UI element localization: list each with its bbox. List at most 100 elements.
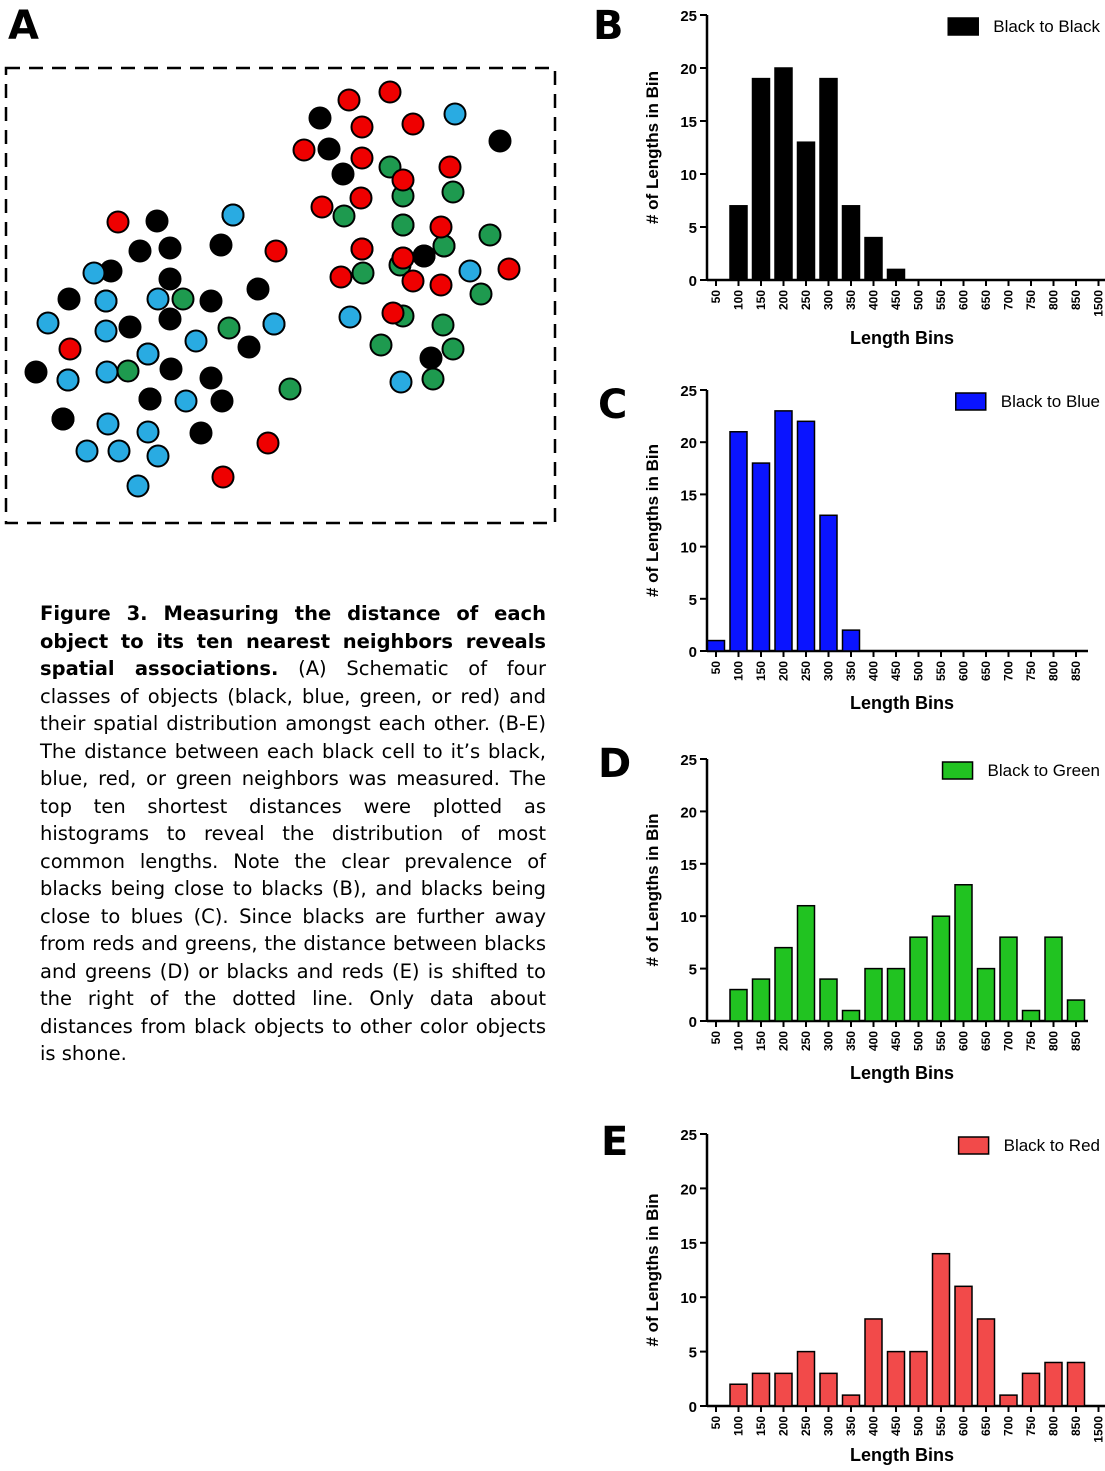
y-tick-label: 10 — [680, 909, 697, 926]
blue-object-dot — [94, 319, 118, 343]
x-tick-label: 450 — [889, 1031, 903, 1051]
blue-object-dot — [95, 360, 119, 384]
bar — [819, 1372, 838, 1407]
bar — [1066, 1361, 1086, 1407]
x-tick-label: 350 — [844, 661, 858, 681]
bar — [909, 936, 928, 1022]
red-object-dot — [497, 257, 521, 281]
blue-object-dot — [458, 259, 482, 283]
y-tick-label: 15 — [680, 487, 697, 504]
x-tick-label: 550 — [934, 1416, 948, 1436]
x-tick-label: 700 — [1002, 290, 1016, 310]
x-tick-label: 150 — [754, 661, 768, 681]
y-axis-title: # of Lengths in Bin — [643, 814, 662, 967]
y-tick-label: 20 — [680, 1181, 697, 1198]
x-tick-label: 850 — [1069, 1416, 1083, 1436]
bar — [931, 1252, 951, 1407]
red-object-dot — [310, 195, 334, 219]
bar — [886, 967, 906, 1022]
red-object-dot — [438, 155, 462, 179]
red-object-dot — [350, 115, 374, 139]
green-object-dot — [478, 223, 502, 247]
black-object-dot — [412, 244, 436, 268]
bar — [864, 236, 883, 281]
x-tick-label: 650 — [979, 661, 993, 681]
legend-swatch — [957, 1136, 990, 1155]
x-tick-label: 600 — [957, 661, 971, 681]
bar — [751, 77, 771, 281]
x-tick-label: 50 — [709, 1031, 723, 1045]
red-object-dot — [106, 210, 130, 234]
black-object-dot — [128, 239, 152, 263]
y-tick-label: 15 — [680, 857, 697, 874]
y-tick-label: 10 — [680, 540, 697, 557]
x-tick-label: 150 — [754, 1416, 768, 1436]
black-object-dot — [308, 106, 332, 130]
green-object-dot — [441, 337, 465, 361]
panel-label-a: A — [8, 3, 39, 49]
x-tick-label: 250 — [799, 1031, 813, 1051]
green-object-dot — [469, 282, 493, 306]
x-tick-label: 450 — [889, 1416, 903, 1436]
bar — [774, 946, 793, 1022]
caption-title: Figure 3. Measuring the distance of each… — [40, 602, 546, 680]
spatial-schematic — [4, 66, 557, 525]
x-tick-label: 600 — [957, 1416, 971, 1436]
x-tick-label: 700 — [1002, 661, 1016, 681]
x-axis-title: Length Bins — [850, 328, 954, 348]
panel-label-b: B — [593, 3, 624, 49]
green-object-dot — [421, 367, 445, 391]
x-tick-label: 200 — [777, 290, 791, 310]
red-object-dot — [58, 337, 82, 361]
bar — [864, 1318, 883, 1407]
bar — [729, 205, 748, 281]
figure-caption: Figure 3. Measuring the distance of each… — [40, 600, 546, 1068]
black-object-dot — [317, 137, 341, 161]
x-tick-label: 500 — [912, 1416, 926, 1436]
blue-object-dot — [126, 474, 150, 498]
x-tick-label: 850 — [1069, 661, 1083, 681]
x-tick-label: 850 — [1069, 290, 1083, 310]
x-tick-label: 750 — [1024, 1031, 1038, 1051]
y-tick-label: 10 — [680, 1290, 697, 1307]
bar — [796, 141, 816, 281]
black-object-dot — [246, 277, 270, 301]
bar — [886, 268, 906, 281]
bar — [751, 978, 771, 1022]
y-tick-label: 15 — [680, 114, 697, 131]
x-tick-label: 200 — [777, 661, 791, 681]
red-object-dot — [391, 168, 415, 192]
green-object-dot — [116, 359, 140, 383]
green-object-dot — [431, 313, 455, 337]
y-tick-label: 15 — [680, 1236, 697, 1253]
blue-object-dot — [221, 203, 245, 227]
red-object-dot — [401, 112, 425, 136]
x-tick-label: 300 — [822, 661, 836, 681]
panel-label-c: C — [598, 382, 628, 428]
y-tick-label: 25 — [680, 1127, 697, 1144]
y-tick-label: 0 — [689, 1399, 697, 1416]
x-axis-title: Length Bins — [850, 1063, 954, 1083]
x-tick-label: 250 — [799, 661, 813, 681]
x-tick-label: 150 — [754, 290, 768, 310]
histogram-black-to-blue: 0 5 10 15 20 25 50 100 150 200 250 300 350 400 450 500 5… — [643, 383, 1100, 713]
histogram-black-to-green: 0 5 10 15 20 25 50 100 150 200 250 300 350 400 450 500 5… — [643, 752, 1100, 1083]
x-tick-label: 600 — [957, 1031, 971, 1051]
black-object-dot — [57, 287, 81, 311]
bar — [954, 884, 973, 1022]
black-object-dot — [199, 366, 223, 390]
bar — [1021, 1372, 1041, 1407]
black-object-dot — [199, 289, 223, 313]
blue-object-dot — [56, 368, 80, 392]
x-tick-label: 1500 — [1092, 1416, 1105, 1443]
black-object-dot — [419, 346, 443, 370]
x-tick-label: 400 — [867, 1416, 881, 1436]
bar — [841, 1009, 861, 1022]
bar — [819, 978, 838, 1022]
black-object-dot — [51, 407, 75, 431]
y-tick-label: 0 — [689, 644, 697, 661]
green-object-dot — [351, 261, 375, 285]
x-tick-label: 800 — [1047, 1416, 1061, 1436]
x-tick-label: 750 — [1024, 661, 1038, 681]
blue-object-dot — [94, 289, 118, 313]
